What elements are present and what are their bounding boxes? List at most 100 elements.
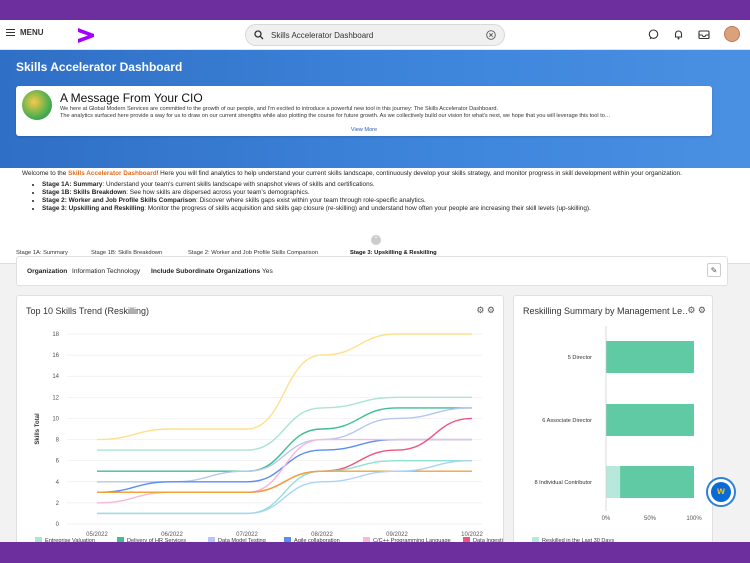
user-avatar[interactable] (724, 26, 740, 42)
series-line (96, 333, 472, 441)
y-tick-label: 2 (56, 501, 60, 507)
y-tick-label: 0 (56, 522, 60, 528)
category-label: 8 Individual Contributor (534, 480, 592, 486)
legend-swatch (208, 537, 215, 542)
bar (606, 404, 694, 436)
page-title: Skills Accelerator Dashboard (16, 60, 183, 74)
chart-title: Reskilling Summary by Management Le… (523, 306, 688, 316)
bar (620, 466, 694, 498)
bar-chart: 5 Director 6 Associate Director 8 Individu… (532, 326, 702, 542)
stage-desc: : See how skills are dispersed across yo… (126, 189, 310, 196)
clear-icon[interactable] (486, 30, 496, 40)
list-item: Stage 3: Upskilling and Reskilling: Moni… (42, 205, 728, 213)
search-box[interactable]: Skills Accelerator Dashboard (245, 24, 505, 46)
series-line (96, 459, 472, 515)
cio-message-text: We here at Global Modern Services are co… (60, 106, 700, 120)
x-tick-label: 0% (602, 516, 611, 522)
subordinate-label: Include Subordinate Organizations (151, 268, 261, 275)
tab-stage-1a[interactable]: Stage 1A: Summary (16, 250, 68, 256)
menu-label: MENU (20, 28, 44, 37)
assistant-icon: w (711, 482, 731, 502)
bar (606, 466, 621, 498)
series-line (96, 459, 473, 515)
legend-swatch (117, 537, 124, 542)
search-input[interactable]: Skills Accelerator Dashboard (271, 30, 374, 40)
legend-swatch (532, 537, 539, 542)
legend-label: C/C++ Programming Language (373, 538, 451, 542)
cio-line-1: We here at Global Modern Services are co… (60, 106, 499, 112)
edit-filter-button[interactable]: ✎ (707, 263, 721, 277)
hamburger-icon (6, 29, 15, 36)
y-tick-label: 8 (56, 438, 60, 444)
stage-name: Stage 1B: Skills Breakdown (42, 189, 127, 196)
assistant-button[interactable]: w (706, 477, 736, 507)
cio-image (22, 90, 52, 120)
category-label: 5 Director (568, 355, 592, 361)
chat-bubble-icon[interactable] (648, 28, 659, 40)
tune-icon[interactable]: ⚙ (687, 305, 696, 315)
x-tick-label: 08/2022 (311, 532, 333, 538)
search-icon (254, 30, 264, 40)
dashboard-link[interactable]: Skills Accelerator Dashboard (68, 170, 157, 177)
filter-bar: Organization Information Technology Incl… (16, 256, 728, 286)
welcome-post: ! Here you will find analytics to help u… (156, 170, 682, 177)
legend-swatch (463, 537, 470, 542)
bell-icon[interactable] (673, 29, 684, 40)
category-label: 6 Associate Director (542, 418, 592, 424)
legend-label: Reskilled in the Last 30 Days (542, 538, 614, 542)
top-bar: MENU Skills Accelerator Dashboard (0, 20, 750, 50)
list-item: Stage 2: Worker and Job Profile Skills C… (42, 197, 728, 205)
chart-title: Top 10 Skills Trend (Reskilling) (26, 306, 150, 316)
y-tick-label: 14 (52, 374, 59, 380)
reskilling-summary-panel: Reskilling Summary by Management Le… ⚙ ⚙… (513, 295, 713, 542)
legend-swatch (363, 537, 370, 542)
x-tick-label: 100% (686, 516, 702, 522)
stage-list: Stage 1A: Summary: Understand your team'… (42, 181, 728, 213)
list-item: Stage 1A: Summary: Understand your team'… (42, 181, 728, 189)
view-more-link[interactable]: View More (350, 127, 378, 133)
logo-icon[interactable] (76, 27, 96, 44)
stage-desc: : Understand your team's current skills … (102, 181, 375, 188)
org-value: Information Technology (72, 268, 141, 275)
tab-stage-2[interactable]: Stage 2: Worker and Job Profile Skills C… (188, 250, 319, 256)
stage-name: Stage 2: Worker and Job Profile Skills C… (42, 197, 197, 204)
stage-name: Stage 3: Upskilling and Reskilling (42, 205, 145, 212)
gear-icon[interactable]: ⚙ (486, 305, 495, 315)
series-line (96, 407, 473, 472)
y-tick-label: 16 (52, 353, 59, 359)
app-frame: MENU Skills Accelerator Dashboard Skills… (0, 20, 750, 542)
x-tick-label: 10/2022 (461, 532, 483, 538)
list-item: Stage 1B: Skills Breakdown: See how skil… (42, 189, 728, 197)
gear-icon[interactable]: ⚙ (697, 305, 706, 315)
welcome-pre: Welcome to the (22, 170, 69, 177)
intro-section: Welcome to the Skills Accelerator Dashbo… (0, 168, 750, 240)
collapse-icon[interactable]: ⌃ (371, 235, 381, 245)
x-tick-label: 09/2022 (386, 532, 408, 538)
y-tick-label: 10 (52, 416, 59, 422)
y-tick-label: 6 (56, 459, 60, 465)
stage-desc: : Discover where skills gaps exist withi… (196, 197, 426, 204)
series-line (97, 396, 472, 451)
subordinate-value: Yes (262, 268, 273, 275)
y-tick-label: 12 (52, 395, 59, 401)
bar (606, 341, 694, 373)
menu-button[interactable]: MENU (6, 28, 44, 37)
y-tick-label: 4 (56, 480, 60, 486)
legend-swatch (35, 537, 42, 542)
tab-stage-1b[interactable]: Stage 1B: Skills Breakdown (91, 250, 163, 256)
legend-label: Data Ingestion (473, 538, 504, 542)
org-label: Organization (27, 268, 68, 275)
legend-swatch (284, 537, 291, 542)
tune-icon[interactable]: ⚙ (476, 305, 485, 315)
cio-message-card: A Message From Your CIO We here at Globa… (16, 86, 712, 136)
x-tick-label: 50% (644, 516, 657, 522)
welcome-text: Welcome to the Skills Accelerator Dashbo… (22, 170, 728, 178)
legend-label: Agile collaboration (294, 538, 340, 542)
inbox-icon[interactable] (698, 29, 710, 40)
stage-desc: : Monitor the progress of skills acquisi… (144, 205, 591, 212)
cio-line-2: The analytics surfaced here provide a wa… (60, 113, 611, 119)
y-axis-label: Skills Total (35, 413, 41, 445)
x-tick-label: 06/2022 (161, 532, 183, 538)
x-tick-label: 07/2022 (236, 532, 258, 538)
dashboard-banner: Skills Accelerator Dashboard A Message F… (0, 50, 750, 168)
